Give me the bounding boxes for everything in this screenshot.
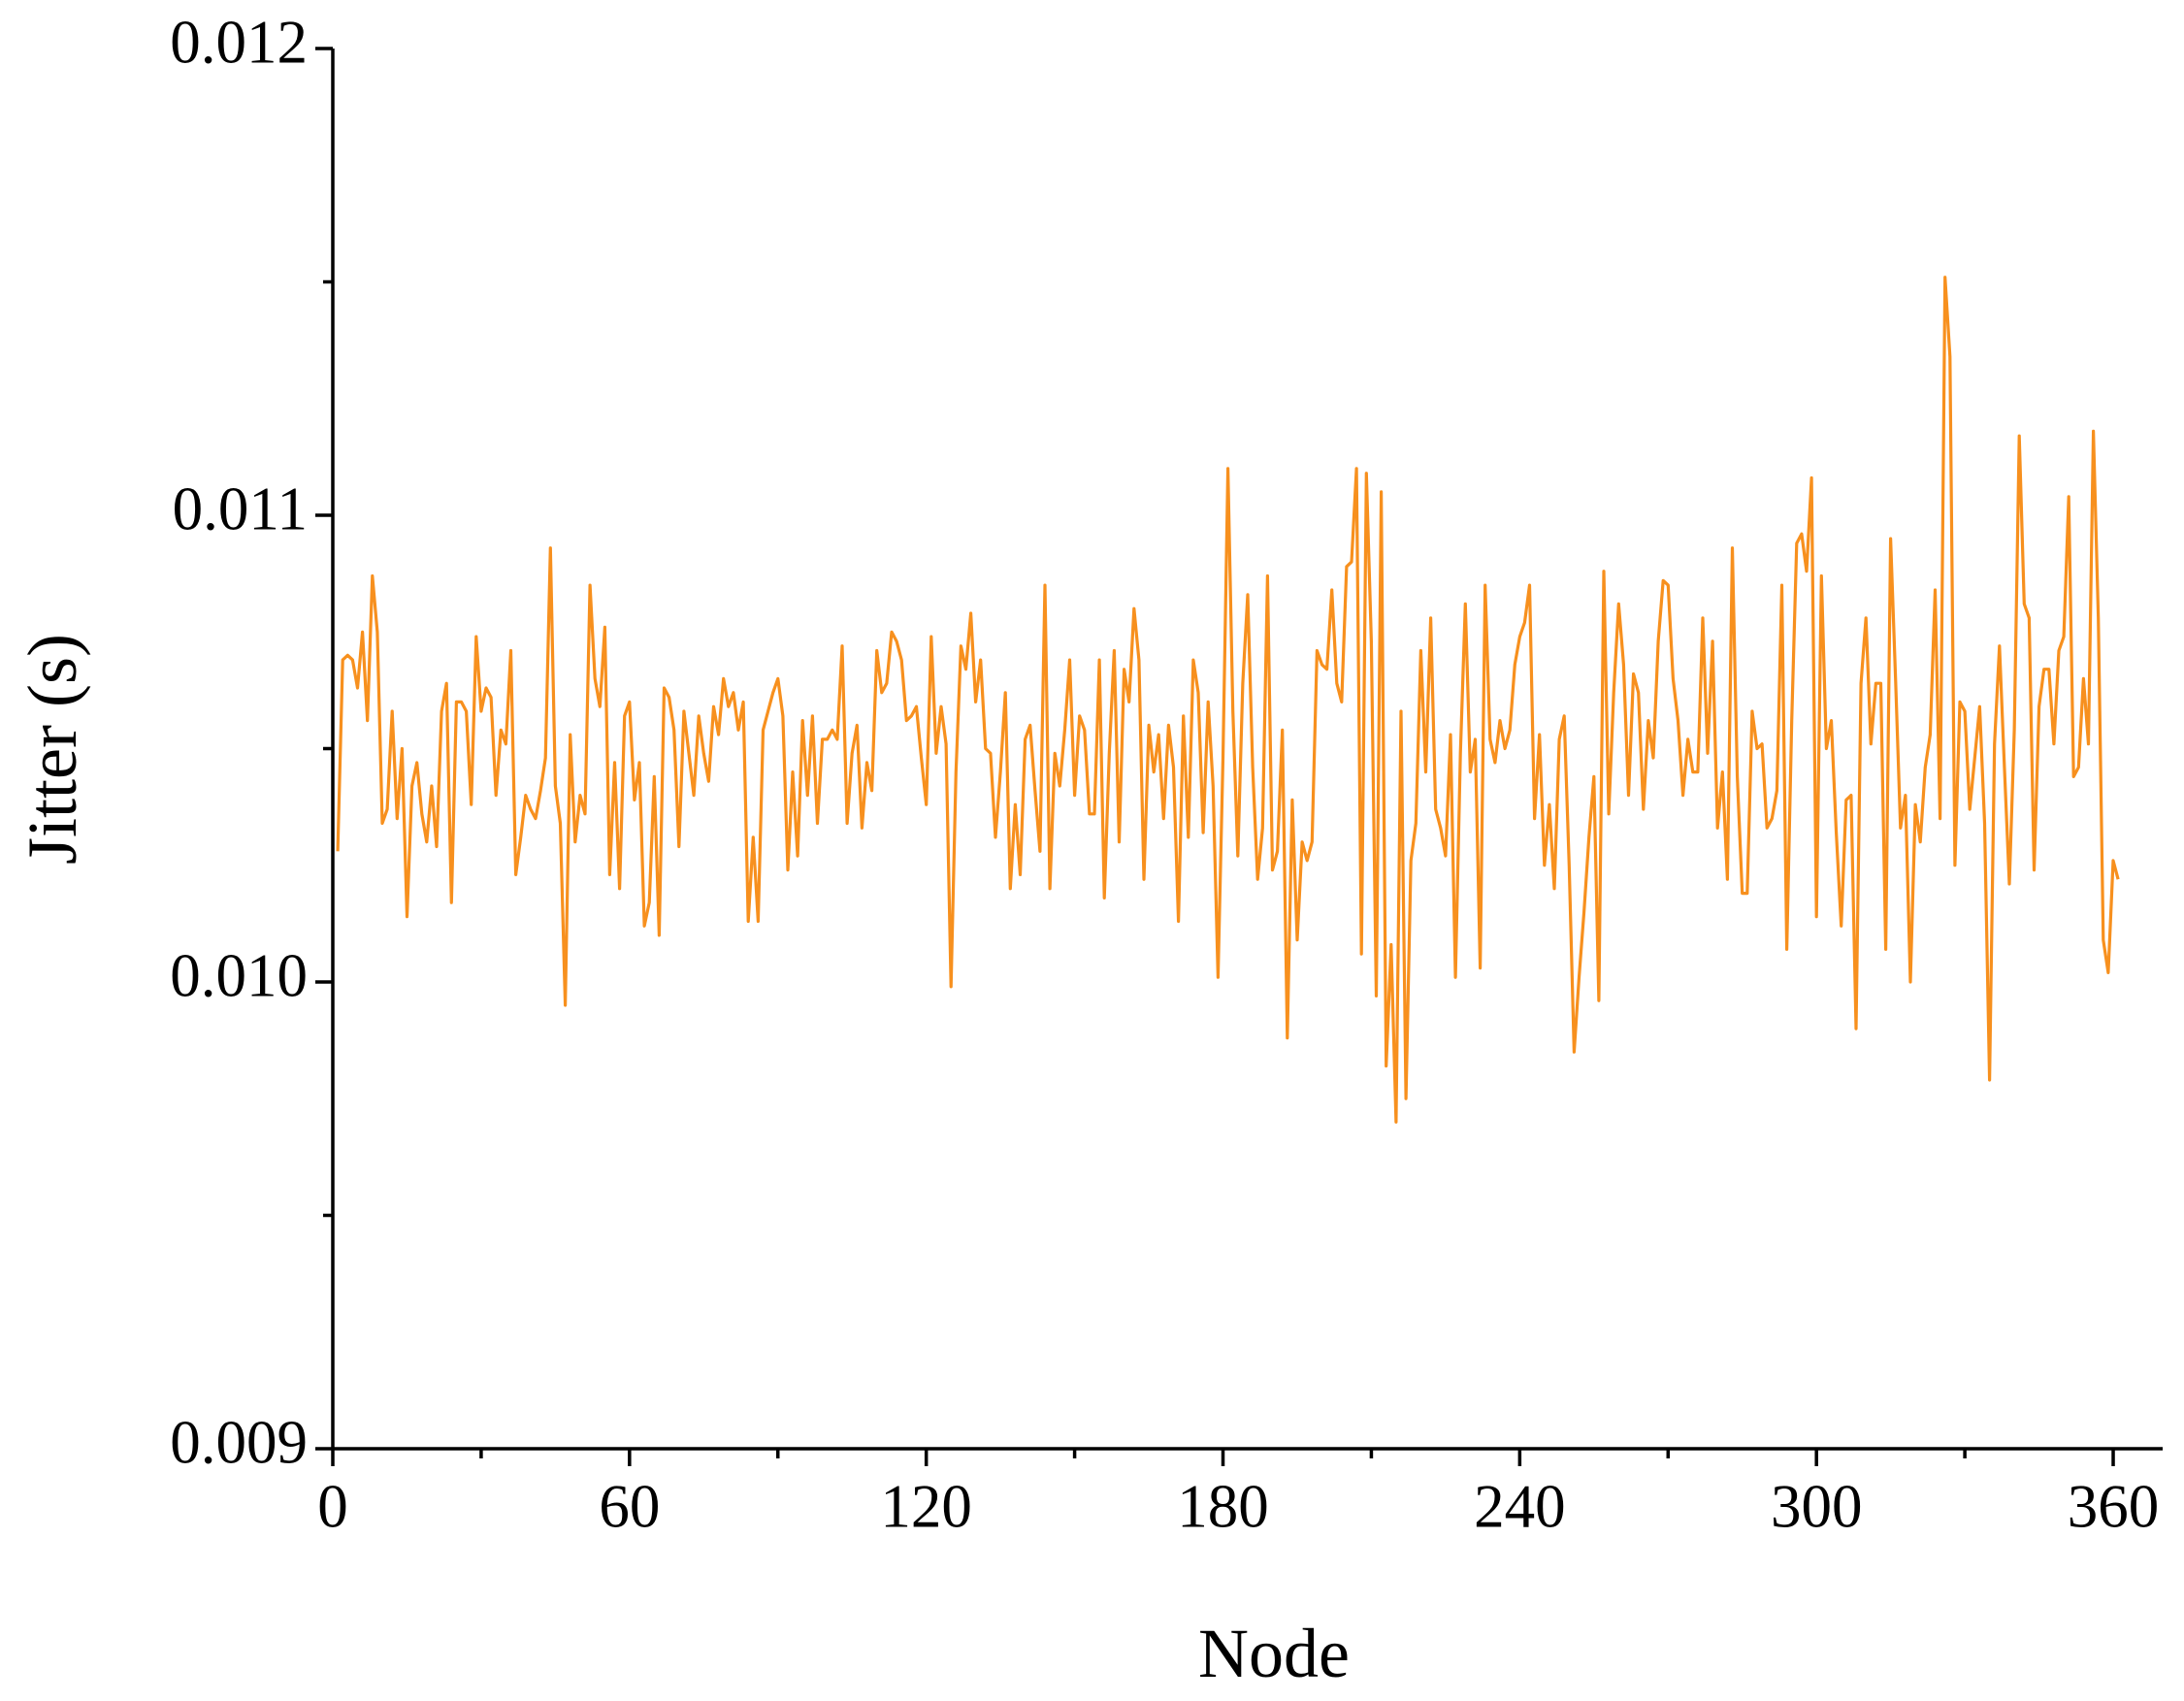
x-tick-label: 60 <box>599 1472 660 1540</box>
y-tick-label: 0.010 <box>170 941 308 1009</box>
x-tick-label: 0 <box>317 1472 348 1540</box>
x-tick-label: 180 <box>1177 1472 1269 1540</box>
x-axis-label: Node <box>1198 1615 1350 1692</box>
y-tick-label: 0.009 <box>170 1408 308 1476</box>
data-line <box>336 276 2120 1124</box>
x-tick-label: 120 <box>880 1472 972 1540</box>
x-tick-label: 360 <box>2068 1472 2160 1540</box>
y-tick-label: 0.011 <box>173 474 308 542</box>
y-tick-label: 0.012 <box>170 8 308 76</box>
y-axis-label: Jitter (s) <box>14 634 91 865</box>
x-tick-label: 300 <box>1771 1472 1863 1540</box>
x-tick-label: 240 <box>1474 1472 1566 1540</box>
